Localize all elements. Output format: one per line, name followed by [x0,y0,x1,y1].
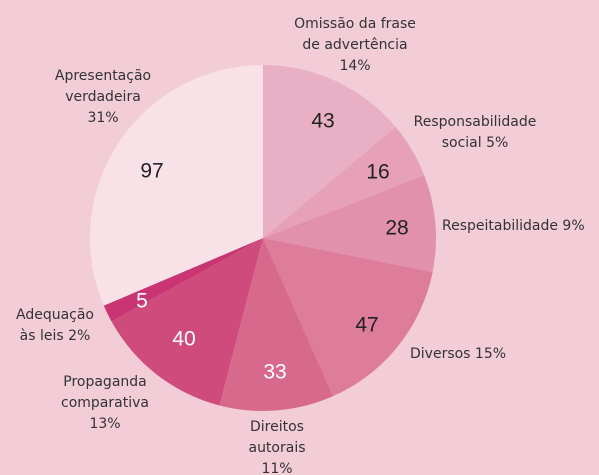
category-label: de advertência [302,37,407,53]
value-label: 47 [355,314,378,337]
pie-slice [103,238,263,322]
category-label: Apresentação [55,68,151,84]
pie-slice [263,65,396,238]
value-label: 43 [311,110,334,133]
category-label: 31% [87,110,118,126]
category-label: social 5% [442,135,509,151]
category-label: autorais [248,440,305,456]
pie-slice [89,65,263,306]
value-label: 28 [385,217,408,240]
category-label: comparativa [61,395,149,411]
pie-slice [263,175,436,273]
category-label: 14% [339,58,370,74]
pie-slice [263,127,425,238]
category-label: verdadeira [65,89,141,105]
category-label: às leis 2% [20,328,91,344]
category-label: Propaganda [63,374,146,390]
category-label: Direitos [250,419,304,435]
value-label: 16 [366,161,389,184]
category-label: Omissão da frase [294,16,416,32]
category-label: Responsabilidade [414,114,537,130]
value-label: 40 [172,328,195,351]
value-label: 5 [136,290,148,313]
category-label: Respeitabilidade 9% [442,218,585,234]
category-label: Adequação [16,307,94,323]
value-label: 97 [140,160,163,183]
pie-slice [111,238,263,406]
pie-slice [263,238,433,397]
value-label: 33 [263,361,286,384]
category-label: Diversos 15% [410,346,506,362]
category-label: 13% [89,416,120,432]
category-label: 11% [261,461,292,475]
pie-slice [219,238,334,411]
